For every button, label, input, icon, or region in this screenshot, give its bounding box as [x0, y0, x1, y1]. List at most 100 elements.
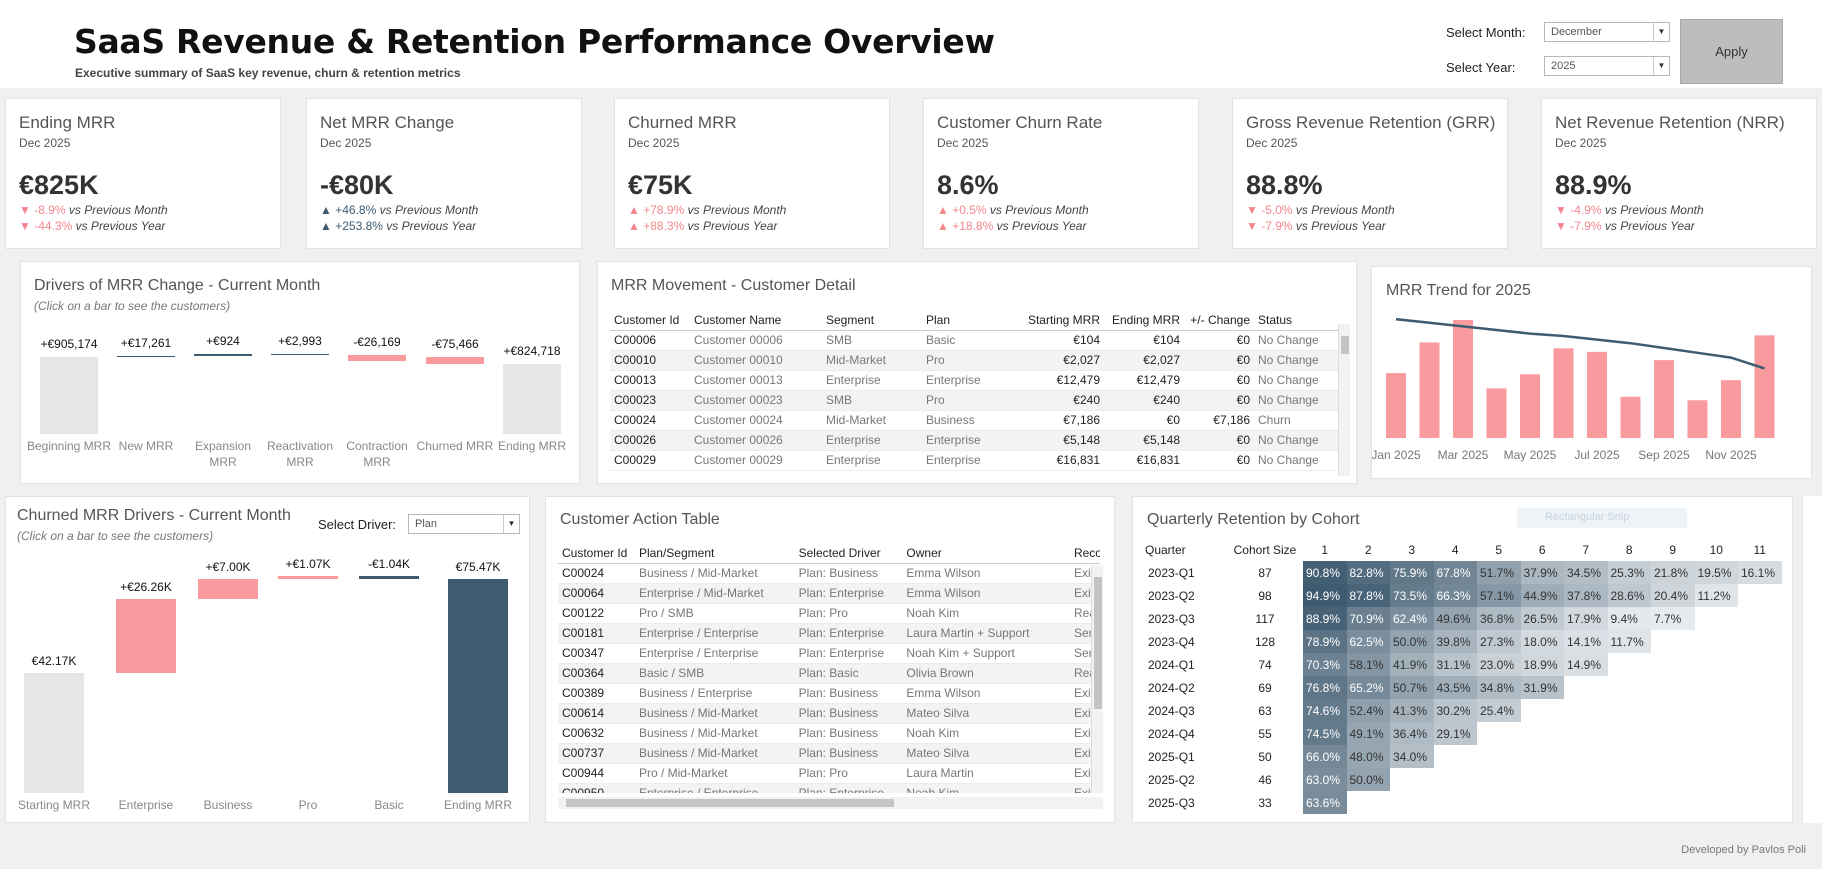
- month-select[interactable]: December ▼: [1544, 22, 1670, 42]
- column-header[interactable]: Customer Id: [558, 543, 635, 564]
- trend-bar[interactable]: [1754, 335, 1775, 438]
- cohort-quarter: 2024-Q2: [1148, 680, 1195, 695]
- cohort-row: 2024-Q3 63 74.6% 52.4% 41.3% 30.2% 25.4%: [1145, 699, 1782, 722]
- trend-bar[interactable]: [1419, 342, 1440, 438]
- column-header[interactable]: Customer Name: [690, 310, 822, 331]
- scroll-thumb[interactable]: [1341, 336, 1349, 354]
- cohort-cell: [1477, 791, 1521, 814]
- trend-bar[interactable]: [1453, 320, 1473, 438]
- table-row[interactable]: C00389 Business / Enterprise Plan: Busines…: [558, 683, 1100, 704]
- column-header[interactable]: Plan/Segment: [634, 543, 795, 564]
- table-cell: Laura Martin + Support: [902, 623, 1070, 644]
- cohort-cell: [1608, 768, 1652, 791]
- waterfall-bar[interactable]: [117, 355, 175, 357]
- waterfall-bar[interactable]: [24, 673, 84, 793]
- table-row[interactable]: C00737 Business / Mid-Market Plan: Busines…: [558, 743, 1100, 764]
- trend-bar[interactable]: [1721, 380, 1741, 438]
- table-row[interactable]: C00024 Customer 00024 Mid-Market Business €7…: [610, 410, 1338, 431]
- trend-bar[interactable]: [1386, 373, 1406, 438]
- cohort-cell: [1564, 768, 1608, 791]
- table-row[interactable]: C00013 Customer 00013 Enterprise Enterprise…: [610, 370, 1338, 391]
- cohort-cell: [1738, 791, 1782, 814]
- table-cell: C00122: [558, 603, 635, 624]
- waterfall-bar[interactable]: [194, 354, 252, 356]
- table-row[interactable]: C00023 Customer 00023 SMB Pro €240 €240 €0 No C…: [610, 390, 1338, 411]
- waterfall-bar[interactable]: [359, 576, 419, 580]
- cohort-cell: 34.8%: [1477, 676, 1521, 699]
- waterfall-bar[interactable]: [426, 357, 484, 364]
- trend-bar[interactable]: [1553, 348, 1574, 438]
- action-scrollbar-h[interactable]: [558, 797, 1103, 809]
- table-row[interactable]: C00632 Business / Mid-Market Plan: Busines…: [558, 723, 1100, 744]
- action-scrollbar-v[interactable]: [1091, 565, 1103, 793]
- scroll-thumb[interactable]: [566, 799, 894, 807]
- waterfall-bar[interactable]: [40, 357, 98, 434]
- trend-bar[interactable]: [1520, 374, 1540, 438]
- table-row[interactable]: C00024 Business / Mid-Market Plan: Busines…: [558, 563, 1100, 584]
- table-row[interactable]: C00347 Enterprise / Enterprise Plan: Enter…: [558, 643, 1100, 664]
- table-row[interactable]: C00006 Customer 00006 SMB Basic €104 €104 €0 No…: [610, 330, 1338, 351]
- column-header[interactable]: Plan: [922, 310, 1004, 331]
- cohort-size: 50: [1258, 749, 1272, 764]
- table-cell: €0: [1184, 350, 1254, 371]
- waterfall-bar[interactable]: [116, 598, 176, 674]
- cohort-cell: [1651, 699, 1695, 722]
- table-row[interactable]: C00064 Enterprise / Mid-Market Plan: Enter…: [558, 583, 1100, 604]
- column-header[interactable]: Status: [1254, 310, 1338, 331]
- scroll-thumb[interactable]: [1094, 577, 1102, 709]
- table-row[interactable]: C00614 Business / Mid-Market Plan: Busines…: [558, 703, 1100, 724]
- column-header: Cohort Size: [1233, 543, 1297, 557]
- cohort-cell: 18.9%: [1520, 653, 1564, 676]
- table-row[interactable]: C00010 Customer 00010 Mid-Market Pro €2,027 €…: [610, 350, 1338, 371]
- cohort-size: 63: [1258, 703, 1272, 718]
- table-row[interactable]: C00026 Customer 00026 Enterprise Enterprise…: [610, 430, 1338, 451]
- table-cell: Plan: Business: [794, 743, 903, 764]
- table-cell: €240: [1104, 390, 1184, 411]
- cohort-cell: [1608, 722, 1652, 745]
- column-header: 9: [1669, 543, 1677, 557]
- waterfall-value-label: +€1.07K: [285, 557, 331, 572]
- cohort-cell: [1651, 791, 1695, 814]
- waterfall-bar[interactable]: [198, 579, 258, 599]
- trend-bar[interactable]: [1654, 360, 1674, 438]
- column-header[interactable]: Owner: [902, 543, 1070, 564]
- table-row[interactable]: C00950 Enterprise / Enterprise Plan: Enter…: [558, 783, 1100, 793]
- table-cell: €0: [1184, 330, 1254, 351]
- column-header[interactable]: Selected Driver: [794, 543, 903, 564]
- waterfall-bar[interactable]: [271, 353, 329, 356]
- column-header[interactable]: Segment: [822, 310, 922, 331]
- waterfall-bar[interactable]: [278, 576, 338, 580]
- kpi-comparison: vs Previous Year: [684, 219, 778, 233]
- trend-bar[interactable]: [1486, 388, 1507, 438]
- movement-scrollbar[interactable]: [1338, 324, 1350, 476]
- cohort-cell: 41.3%: [1390, 699, 1434, 722]
- kpi-pct: -4.9%: [1570, 203, 1602, 217]
- year-select[interactable]: 2025 ▼: [1544, 56, 1670, 76]
- waterfall-bar[interactable]: [448, 579, 508, 793]
- column-header[interactable]: Recom: [1069, 543, 1100, 564]
- table-row[interactable]: C00364 Basic / SMB Plan: Basic Olivia Brown…: [558, 663, 1100, 684]
- waterfall-category-label: Ending MRR: [497, 439, 567, 453]
- column-header[interactable]: Customer Id: [610, 310, 690, 331]
- table-cell: No Change: [1254, 370, 1338, 391]
- cohort-row: 2024-Q1 74 70.3% 58.1% 41.9% 31.1% 23.0% 18.9% 1…: [1145, 653, 1782, 676]
- waterfall-bar[interactable]: [503, 363, 561, 434]
- cohort-cell: 50.0%: [1390, 630, 1434, 653]
- table-row[interactable]: C00029 Customer 00029 Enterprise Enterprise…: [610, 450, 1338, 471]
- column-header[interactable]: Ending MRR: [1104, 310, 1184, 331]
- cohort-cell: 30.2%: [1433, 699, 1477, 722]
- table-row[interactable]: C00181 Enterprise / Enterprise Plan: Enter…: [558, 623, 1100, 644]
- cohort-cell: 67.8%: [1433, 561, 1477, 584]
- table-row[interactable]: C00944 Pro / Mid-Market Plan: Pro Laura Mar…: [558, 763, 1100, 784]
- driver-select[interactable]: Plan ▼: [408, 514, 520, 534]
- cohort-cell: [1651, 745, 1695, 768]
- apply-button[interactable]: Apply: [1680, 19, 1783, 84]
- waterfall-bar[interactable]: [348, 355, 406, 362]
- column-header[interactable]: +/- Change: [1184, 310, 1254, 331]
- trend-bar[interactable]: [1587, 351, 1607, 438]
- trend-bar[interactable]: [1620, 396, 1641, 438]
- cohort-cell: 27.3%: [1477, 630, 1521, 653]
- trend-bar[interactable]: [1687, 400, 1708, 438]
- column-header[interactable]: Starting MRR: [1004, 310, 1104, 331]
